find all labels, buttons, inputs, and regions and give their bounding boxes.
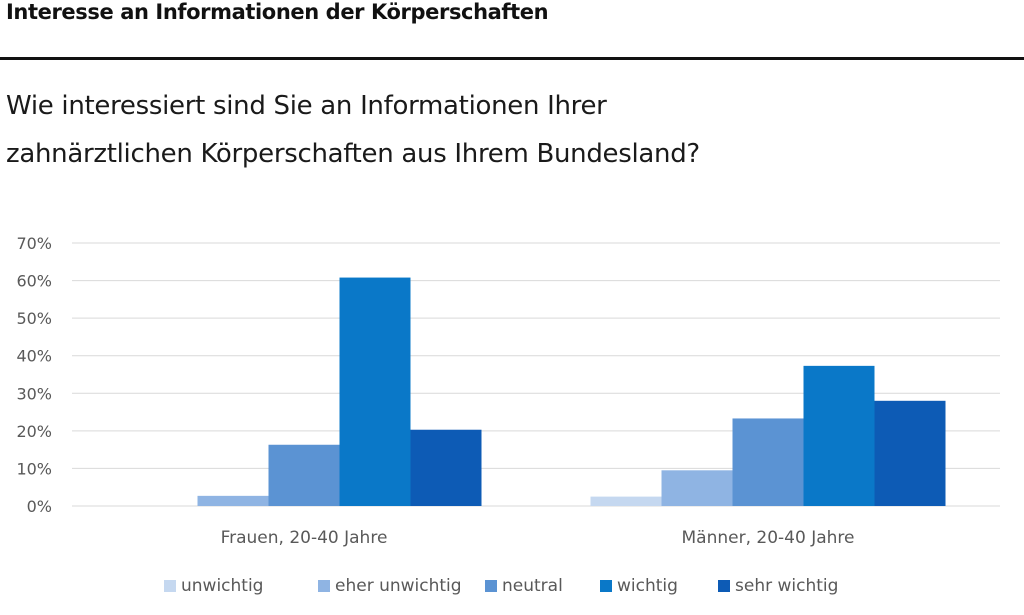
question-text: Wie interessiert sind Sie an Information…	[6, 82, 700, 178]
bar-chart: 0% 10% 20% 30% 40% 50% 60% 70% Frauen, 20-40 Jah…	[16, 234, 1000, 596]
bar-unwichtig-maenner	[590, 496, 662, 506]
category-label: Männer, 20-40 Jahre	[682, 528, 855, 548]
legend-label: eher unwichtig	[335, 576, 462, 596]
legend-swatch-wichtig	[600, 580, 612, 592]
legend-swatch-unwichtig	[164, 580, 176, 592]
question-line-1: Wie interessiert sind Sie an Information…	[6, 91, 607, 121]
y-tick-label: 30%	[16, 384, 52, 403]
bar-sehr-wichtig-frauen	[410, 429, 482, 506]
bar-neutral-frauen	[268, 444, 340, 506]
legend-swatch-neutral	[485, 580, 497, 592]
question-line-2: zahnärztlichen Körperschaften aus Ihrem …	[6, 139, 700, 169]
legend-swatch-sehr-wichtig	[718, 580, 730, 592]
y-tick-label: 10%	[16, 459, 52, 478]
bar-eher-unwichtig-frauen	[197, 495, 269, 506]
y-tick-label: 20%	[16, 422, 52, 441]
y-tick-label: 0%	[27, 497, 52, 516]
legend-label: neutral	[502, 576, 563, 596]
legend-swatch-eher-unwichtig	[318, 580, 330, 592]
legend-label: unwichtig	[181, 576, 263, 596]
y-tick-label: 50%	[16, 309, 52, 328]
y-tick-label: 40%	[16, 347, 52, 366]
bar-wichtig-maenner	[803, 365, 875, 506]
category-label: Frauen, 20-40 Jahre	[221, 528, 388, 548]
y-tick-label: 60%	[16, 272, 52, 291]
bar-eher-unwichtig-maenner	[661, 470, 733, 506]
legend-label: wichtig	[617, 576, 678, 596]
bar-neutral-maenner	[732, 418, 804, 506]
y-tick-label: 70%	[16, 234, 52, 253]
header-divider	[0, 57, 1024, 60]
bar-wichtig-frauen	[339, 277, 411, 506]
legend-label: sehr wichtig	[735, 576, 838, 596]
header-title: Interesse an Informationen der Körpersch…	[6, 0, 549, 24]
bar-sehr-wichtig-maenner	[874, 400, 946, 506]
